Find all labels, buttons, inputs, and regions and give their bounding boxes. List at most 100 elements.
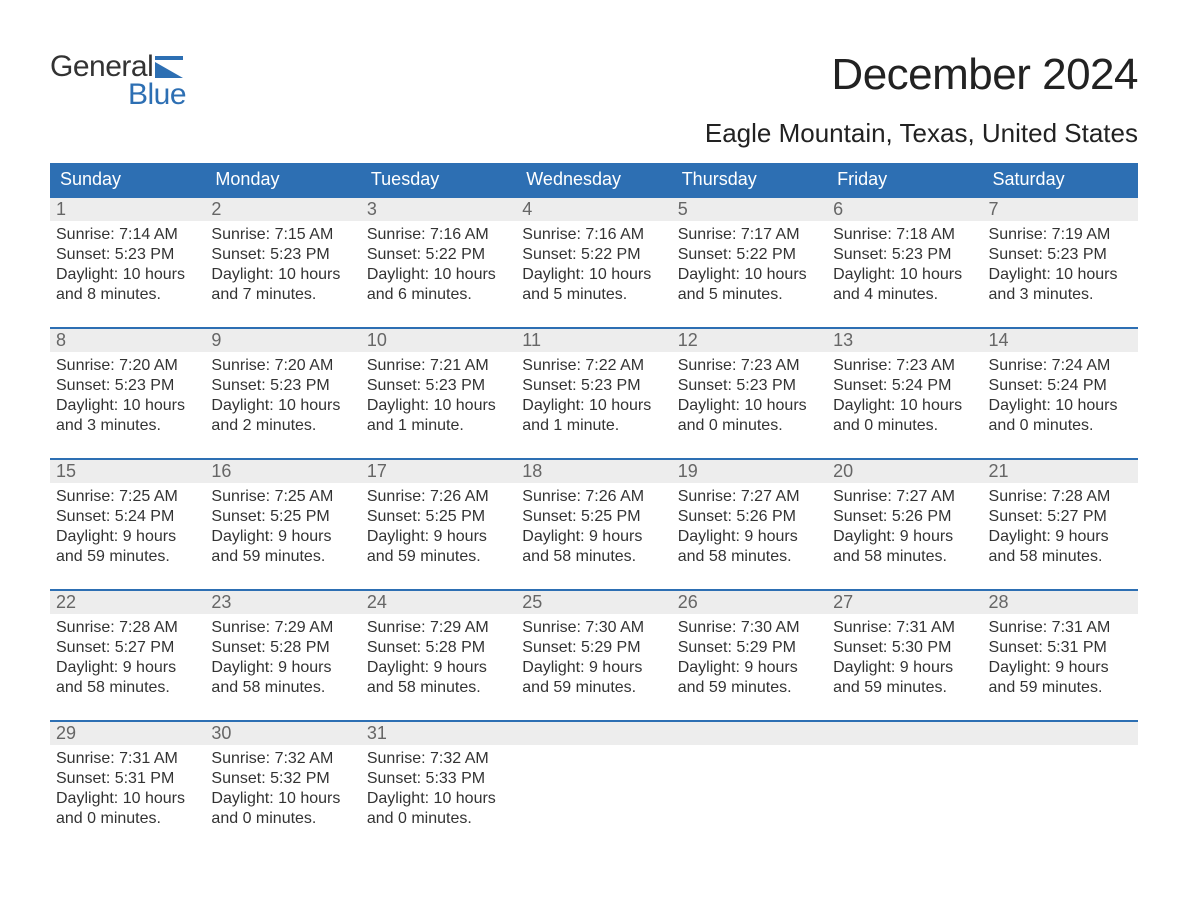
- daylight-line: Daylight: 10 hours: [211, 789, 354, 809]
- daylight-line: Daylight: 10 hours: [56, 789, 199, 809]
- day-details: Sunrise: 7:31 AMSunset: 5:31 PMDaylight:…: [50, 745, 205, 833]
- calendar-day: 14Sunrise: 7:24 AMSunset: 5:24 PMDayligh…: [983, 329, 1138, 440]
- daylight-line: Daylight: 10 hours: [833, 396, 976, 416]
- sunset-line: Sunset: 5:23 PM: [833, 245, 976, 265]
- dow-sunday: Sunday: [50, 163, 205, 196]
- daylight-line: and 0 minutes.: [989, 416, 1132, 436]
- sunset-line: Sunset: 5:30 PM: [833, 638, 976, 658]
- sunset-line: Sunset: 5:26 PM: [833, 507, 976, 527]
- daylight-line: and 1 minute.: [522, 416, 665, 436]
- daylight-line: and 3 minutes.: [989, 285, 1132, 305]
- daylight-line: and 0 minutes.: [678, 416, 821, 436]
- day-number: 16: [205, 460, 360, 483]
- sunrise-line: Sunrise: 7:28 AM: [56, 618, 199, 638]
- daylight-line: and 1 minute.: [367, 416, 510, 436]
- sunset-line: Sunset: 5:23 PM: [367, 376, 510, 396]
- calendar-day: 4Sunrise: 7:16 AMSunset: 5:22 PMDaylight…: [516, 198, 671, 309]
- sunrise-line: Sunrise: 7:23 AM: [678, 356, 821, 376]
- sunset-line: Sunset: 5:31 PM: [989, 638, 1132, 658]
- daylight-line: and 59 minutes.: [833, 678, 976, 698]
- day-number: 18: [516, 460, 671, 483]
- daylight-line: Daylight: 9 hours: [367, 658, 510, 678]
- day-number: [827, 722, 982, 745]
- sunset-line: Sunset: 5:24 PM: [56, 507, 199, 527]
- dow-thursday: Thursday: [672, 163, 827, 196]
- calendar-week: 29Sunrise: 7:31 AMSunset: 5:31 PMDayligh…: [50, 720, 1138, 833]
- dow-friday: Friday: [827, 163, 982, 196]
- daylight-line: and 8 minutes.: [56, 285, 199, 305]
- day-number: [672, 722, 827, 745]
- sunrise-line: Sunrise: 7:22 AM: [522, 356, 665, 376]
- sunset-line: Sunset: 5:22 PM: [678, 245, 821, 265]
- day-details: Sunrise: 7:14 AMSunset: 5:23 PMDaylight:…: [50, 221, 205, 309]
- sunset-line: Sunset: 5:28 PM: [367, 638, 510, 658]
- daylight-line: Daylight: 10 hours: [56, 396, 199, 416]
- sunset-line: Sunset: 5:24 PM: [833, 376, 976, 396]
- daylight-line: and 58 minutes.: [211, 678, 354, 698]
- sunrise-line: Sunrise: 7:30 AM: [678, 618, 821, 638]
- dow-tuesday: Tuesday: [361, 163, 516, 196]
- sunset-line: Sunset: 5:28 PM: [211, 638, 354, 658]
- day-details: Sunrise: 7:22 AMSunset: 5:23 PMDaylight:…: [516, 352, 671, 440]
- sunrise-line: Sunrise: 7:21 AM: [367, 356, 510, 376]
- calendar-day: 23Sunrise: 7:29 AMSunset: 5:28 PMDayligh…: [205, 591, 360, 702]
- sunset-line: Sunset: 5:29 PM: [678, 638, 821, 658]
- daylight-line: and 59 minutes.: [367, 547, 510, 567]
- calendar-day: 31Sunrise: 7:32 AMSunset: 5:33 PMDayligh…: [361, 722, 516, 833]
- calendar-day: 11Sunrise: 7:22 AMSunset: 5:23 PMDayligh…: [516, 329, 671, 440]
- daylight-line: and 0 minutes.: [56, 809, 199, 829]
- daylight-line: and 59 minutes.: [989, 678, 1132, 698]
- dow-saturday: Saturday: [983, 163, 1138, 196]
- day-number: 5: [672, 198, 827, 221]
- day-number: 17: [361, 460, 516, 483]
- day-number: [516, 722, 671, 745]
- dow-wednesday: Wednesday: [516, 163, 671, 196]
- daylight-line: and 5 minutes.: [678, 285, 821, 305]
- day-details: Sunrise: 7:25 AMSunset: 5:24 PMDaylight:…: [50, 483, 205, 571]
- day-details: Sunrise: 7:31 AMSunset: 5:30 PMDaylight:…: [827, 614, 982, 702]
- sunrise-line: Sunrise: 7:31 AM: [989, 618, 1132, 638]
- calendar-day: 29Sunrise: 7:31 AMSunset: 5:31 PMDayligh…: [50, 722, 205, 833]
- sunrise-line: Sunrise: 7:26 AM: [522, 487, 665, 507]
- daylight-line: and 59 minutes.: [522, 678, 665, 698]
- daylight-line: and 59 minutes.: [211, 547, 354, 567]
- day-details: Sunrise: 7:29 AMSunset: 5:28 PMDaylight:…: [205, 614, 360, 702]
- day-details: Sunrise: 7:26 AMSunset: 5:25 PMDaylight:…: [516, 483, 671, 571]
- daylight-line: Daylight: 9 hours: [211, 527, 354, 547]
- daylight-line: Daylight: 10 hours: [367, 396, 510, 416]
- day-number: 23: [205, 591, 360, 614]
- daylight-line: and 3 minutes.: [56, 416, 199, 436]
- day-number: 1: [50, 198, 205, 221]
- daylight-line: and 6 minutes.: [367, 285, 510, 305]
- day-number: 19: [672, 460, 827, 483]
- day-details: Sunrise: 7:19 AMSunset: 5:23 PMDaylight:…: [983, 221, 1138, 309]
- calendar-day: 25Sunrise: 7:30 AMSunset: 5:29 PMDayligh…: [516, 591, 671, 702]
- daylight-line: Daylight: 9 hours: [989, 658, 1132, 678]
- day-number: 27: [827, 591, 982, 614]
- sunset-line: Sunset: 5:22 PM: [522, 245, 665, 265]
- day-details: Sunrise: 7:32 AMSunset: 5:32 PMDaylight:…: [205, 745, 360, 833]
- calendar-day: 8Sunrise: 7:20 AMSunset: 5:23 PMDaylight…: [50, 329, 205, 440]
- sunrise-line: Sunrise: 7:30 AM: [522, 618, 665, 638]
- day-number: 8: [50, 329, 205, 352]
- daylight-line: and 58 minutes.: [989, 547, 1132, 567]
- day-number: 10: [361, 329, 516, 352]
- calendar-week: 8Sunrise: 7:20 AMSunset: 5:23 PMDaylight…: [50, 327, 1138, 440]
- daylight-line: Daylight: 9 hours: [678, 658, 821, 678]
- day-details: Sunrise: 7:31 AMSunset: 5:31 PMDaylight:…: [983, 614, 1138, 702]
- sunrise-line: Sunrise: 7:24 AM: [989, 356, 1132, 376]
- title-block: December 2024 Eagle Mountain, Texas, Uni…: [705, 50, 1138, 149]
- sunrise-line: Sunrise: 7:25 AM: [56, 487, 199, 507]
- sunrise-line: Sunrise: 7:23 AM: [833, 356, 976, 376]
- daylight-line: and 5 minutes.: [522, 285, 665, 305]
- day-number: 2: [205, 198, 360, 221]
- day-details: Sunrise: 7:20 AMSunset: 5:23 PMDaylight:…: [50, 352, 205, 440]
- day-number: 20: [827, 460, 982, 483]
- calendar-day: 27Sunrise: 7:31 AMSunset: 5:30 PMDayligh…: [827, 591, 982, 702]
- day-number: 7: [983, 198, 1138, 221]
- sunrise-line: Sunrise: 7:27 AM: [833, 487, 976, 507]
- calendar-day: 17Sunrise: 7:26 AMSunset: 5:25 PMDayligh…: [361, 460, 516, 571]
- day-details: Sunrise: 7:28 AMSunset: 5:27 PMDaylight:…: [983, 483, 1138, 571]
- sunset-line: Sunset: 5:23 PM: [522, 376, 665, 396]
- sunset-line: Sunset: 5:25 PM: [367, 507, 510, 527]
